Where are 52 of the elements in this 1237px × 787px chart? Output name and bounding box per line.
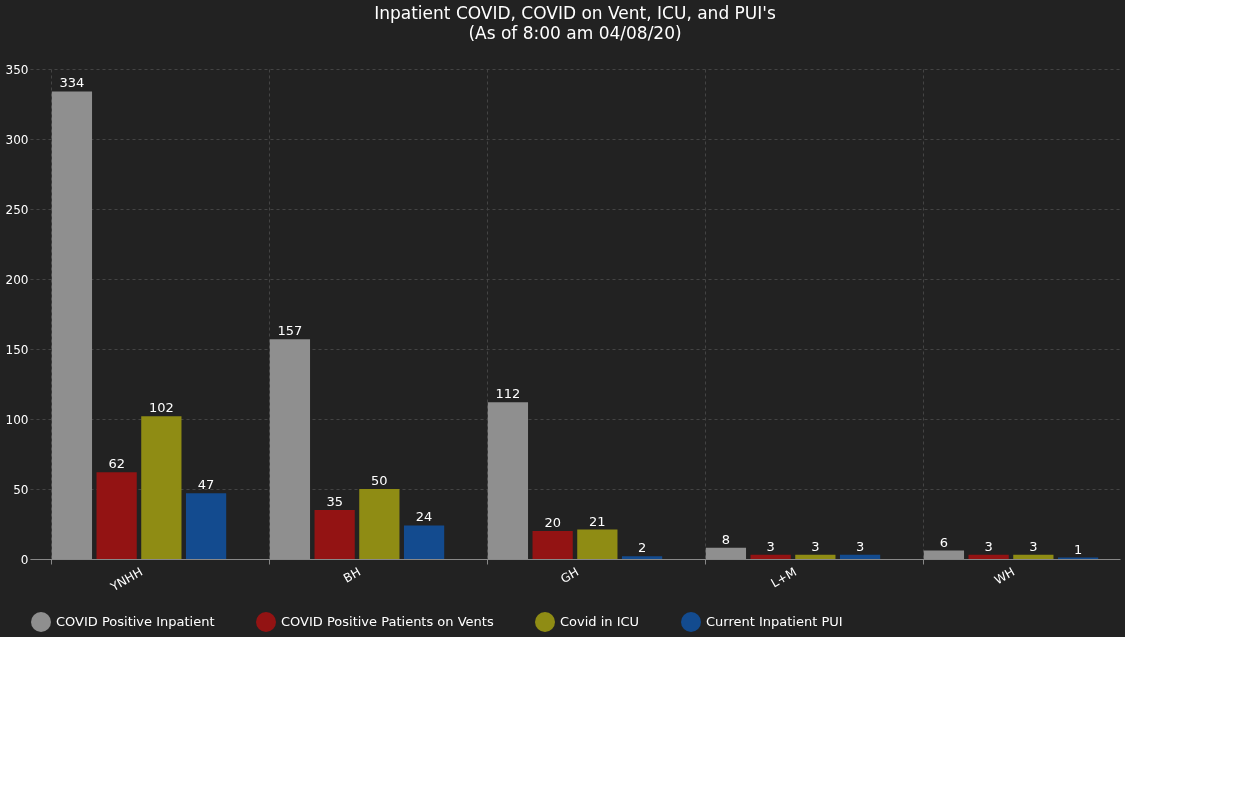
bar bbox=[532, 531, 573, 559]
bar bbox=[839, 554, 881, 559]
data-label: 20 bbox=[544, 515, 561, 530]
data-label: 47 bbox=[197, 477, 215, 493]
data-label: 3 bbox=[984, 538, 993, 554]
bar bbox=[577, 529, 618, 559]
legend-label: Current Inpatient PUI bbox=[706, 614, 843, 629]
legend-label: COVID Positive Inpatient bbox=[56, 614, 215, 629]
data-label: 3 bbox=[811, 538, 820, 554]
bar bbox=[403, 525, 445, 559]
x-tick-label: L+M bbox=[768, 564, 799, 591]
chart-subtitle: (As of 8:00 am 04/08/20) bbox=[468, 23, 682, 43]
x-tick-label: WH bbox=[991, 564, 1017, 588]
y-tick-label: 250 bbox=[5, 202, 29, 217]
y-tick-label: 50 bbox=[13, 482, 29, 497]
y-tick-label: 0 bbox=[20, 552, 29, 567]
x-tick-label: GH bbox=[558, 564, 581, 587]
y-tick-label: 350 bbox=[5, 62, 29, 77]
legend-label: Covid in ICU bbox=[560, 614, 640, 629]
bar bbox=[795, 554, 836, 559]
data-label: 112 bbox=[495, 386, 521, 402]
data-label: 21 bbox=[589, 513, 606, 529]
data-label: 3 bbox=[766, 538, 775, 554]
bar bbox=[359, 489, 400, 559]
y-tick-label: 100 bbox=[5, 412, 29, 427]
bar bbox=[750, 554, 791, 559]
y-tick-label: 200 bbox=[5, 272, 29, 287]
legend-label: COVID Positive Patients on Vents bbox=[281, 614, 494, 629]
data-label: 1 bbox=[1073, 541, 1083, 557]
bar bbox=[185, 493, 227, 559]
data-label: 62 bbox=[108, 456, 125, 472]
bar bbox=[314, 510, 355, 559]
chart-title: Inpatient COVID, COVID on Vent, ICU, and PUI's bbox=[374, 3, 776, 23]
bar bbox=[1013, 554, 1054, 559]
bar bbox=[621, 556, 663, 559]
data-label: 8 bbox=[721, 531, 731, 547]
y-tick-label: 150 bbox=[5, 342, 29, 357]
data-label: 24 bbox=[415, 509, 433, 525]
data-label: 6 bbox=[939, 534, 949, 550]
y-tick-label: 300 bbox=[5, 132, 29, 147]
bar bbox=[96, 472, 137, 559]
data-label: 3 bbox=[1029, 538, 1038, 554]
data-label: 102 bbox=[148, 400, 174, 416]
data-label: 334 bbox=[59, 75, 85, 91]
data-label: 2 bbox=[637, 540, 647, 556]
bar bbox=[968, 554, 1009, 559]
data-label: 50 bbox=[371, 473, 388, 488]
data-label: 157 bbox=[277, 323, 303, 339]
x-tick-label: BH bbox=[341, 564, 363, 586]
bar bbox=[141, 416, 182, 559]
data-label: 35 bbox=[326, 494, 343, 509]
data-label: 3 bbox=[855, 538, 865, 554]
